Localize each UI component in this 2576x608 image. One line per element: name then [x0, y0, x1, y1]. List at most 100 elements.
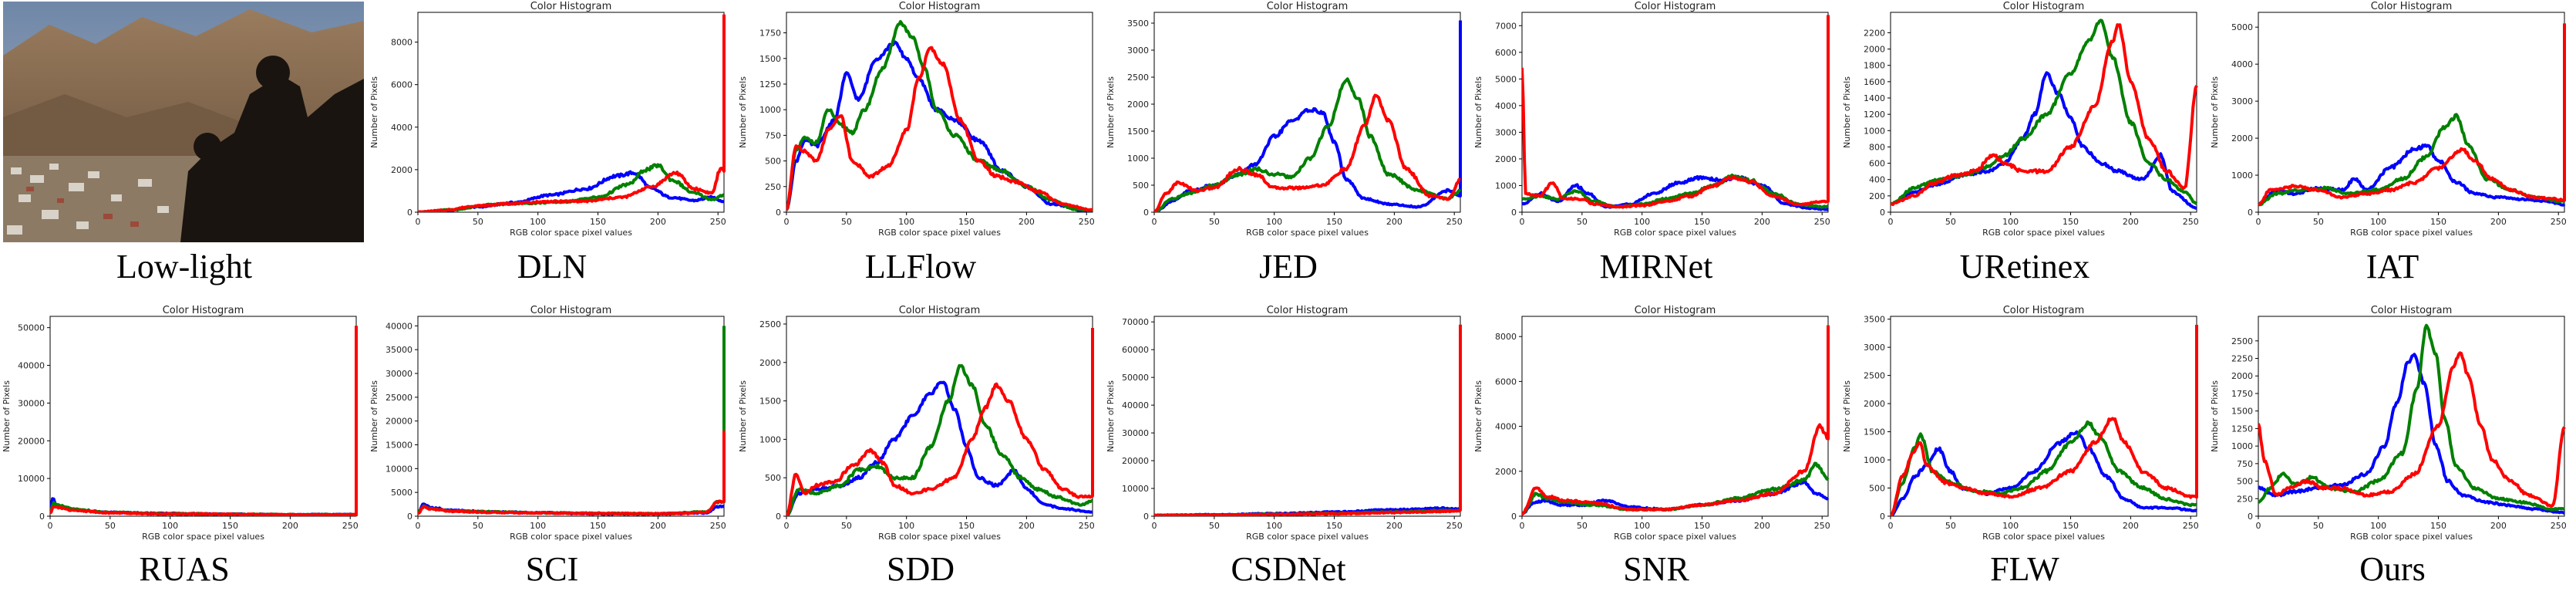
y-axis-label: Number of Pixels [369, 380, 379, 452]
y-tick-label: 500 [765, 157, 781, 167]
x-axis-label: RGB color space pixel values [1614, 532, 1736, 542]
y-tick-label: 400 [1869, 175, 1885, 185]
y-tick-label: 750 [765, 130, 781, 140]
method-label: MIRNet [1599, 248, 1713, 285]
y-axis-label: Number of Pixels [738, 380, 748, 452]
plot-area [786, 316, 1093, 517]
y-tick-label: 7000 [1495, 21, 1517, 31]
series-line-g [2258, 323, 2565, 512]
x-axis-label: RGB color space pixel values [510, 532, 632, 542]
method-label: CSDNet [1231, 550, 1346, 588]
y-tick-label: 10000 [18, 474, 45, 484]
y-tick-label: 0 [407, 208, 412, 218]
histogram-chart: Color Histogram 0 50 100 150 200 250 0 200 400 600… [1842, 1, 2199, 238]
y-tick-label: 500 [1133, 181, 1149, 191]
y-tick-label: 500 [2237, 477, 2253, 487]
y-tick-label: 2250 [2231, 354, 2253, 364]
y-tick-label: 1750 [2231, 389, 2253, 399]
y-tick-label: 4000 [2231, 59, 2253, 69]
x-axis-label: RGB color space pixel values [878, 228, 1001, 238]
y-tick-label: 25000 [386, 393, 412, 403]
y-axis-label: Number of Pixels [2210, 380, 2220, 452]
method-label: SDD [886, 550, 955, 588]
plot-area [417, 316, 725, 517]
y-tick-label: 1600 [1864, 77, 1885, 87]
y-tick-label: 0 [39, 512, 45, 522]
y-tick-label: 2000 [1864, 45, 1885, 55]
chart-cell-sci: Color Histogram 0 50 100 150 200 250 0 5000 10000… [368, 304, 736, 608]
x-axis-label: RGB color space pixel values [2350, 532, 2473, 542]
y-tick-label: 20000 [18, 436, 45, 446]
y-tick-label: 0 [407, 512, 412, 522]
x-tick-label: 200 [1754, 521, 1770, 531]
chart-title: Color Histogram [2371, 305, 2453, 316]
x-tick-label: 0 [1520, 521, 1525, 531]
x-tick-label: 50 [105, 521, 116, 531]
x-tick-label: 50 [841, 521, 852, 531]
chart-title: Color Histogram [530, 305, 612, 316]
y-tick-label: 35000 [386, 345, 412, 355]
y-tick-label: 2000 [391, 165, 412, 175]
x-tick-label: 250 [1446, 521, 1463, 531]
plot-area [1521, 316, 1829, 517]
chart-title: Color Histogram [1267, 1, 1349, 12]
chart-title: Color Histogram [163, 305, 244, 316]
x-tick-label: 0 [1152, 521, 1157, 531]
x-tick-label: 0 [1520, 217, 1525, 227]
x-tick-label: 200 [1386, 217, 1402, 227]
y-tick-label: 3500 [1864, 315, 1885, 325]
x-tick-label: 0 [784, 217, 790, 227]
y-tick-label: 8000 [1495, 332, 1517, 342]
x-tick-label: 250 [1814, 521, 1830, 531]
chart-title: Color Histogram [530, 1, 612, 12]
x-axis-label: RGB color space pixel values [878, 532, 1001, 542]
y-tick-label: 0 [776, 512, 781, 522]
y-tick-label: 6000 [1495, 377, 1517, 387]
plot-area [2258, 12, 2565, 213]
x-axis-label: RGB color space pixel values [1246, 532, 1369, 542]
y-axis-label: Number of Pixels [738, 76, 748, 148]
y-tick-label: 40000 [386, 321, 412, 331]
method-label: Low-light [116, 248, 252, 285]
x-tick-label: 250 [1079, 217, 1095, 227]
y-tick-label: 50000 [1122, 373, 1149, 383]
method-label: URetinex [1959, 248, 2090, 285]
series-line-r [1522, 325, 1830, 516]
y-tick-label: 0 [1143, 512, 1149, 522]
chart-title: Color Histogram [899, 1, 981, 12]
y-axis-label: Number of Pixels [1842, 380, 1852, 452]
y-tick-label: 800 [1869, 142, 1885, 152]
x-tick-label: 200 [650, 521, 666, 531]
x-tick-label: 200 [1386, 521, 1402, 531]
series-line-r [2258, 23, 2566, 207]
x-tick-label: 150 [590, 217, 606, 227]
y-tick-label: 2000 [2231, 133, 2253, 144]
plot-area [1890, 316, 2197, 517]
series-line-b [1522, 174, 1829, 211]
y-tick-label: 1500 [759, 54, 781, 64]
series-line-r [2258, 351, 2566, 508]
histogram-chart: Color Histogram 0 50 100 150 200 250 0 10000 2000… [1106, 305, 1463, 542]
x-axis-label: RGB color space pixel values [1982, 228, 2105, 238]
x-tick-label: 0 [1152, 217, 1157, 227]
x-tick-label: 250 [1446, 217, 1463, 227]
x-tick-label: 200 [2490, 521, 2507, 531]
y-tick-label: 1000 [2231, 171, 2253, 181]
y-tick-label: 2000 [1864, 399, 1885, 409]
y-tick-label: 200 [1869, 191, 1885, 201]
x-tick-label: 250 [710, 521, 726, 531]
y-tick-label: 15000 [386, 441, 412, 451]
y-axis-label: Number of Pixels [2, 380, 12, 452]
input-cell: Low-light [0, 0, 369, 304]
series-line-b [1891, 430, 2197, 516]
x-tick-label: 0 [2256, 217, 2261, 227]
x-tick-label: 150 [2430, 521, 2446, 531]
y-axis-label: Number of Pixels [1106, 76, 1116, 148]
y-tick-label: 1750 [759, 29, 781, 39]
method-label: FLW [1990, 550, 2059, 588]
histogram-chart: Color Histogram 0 50 100 150 200 250 0 10000 2000… [2, 305, 359, 542]
series-line-r [418, 431, 726, 516]
y-tick-label: 2000 [759, 358, 781, 368]
y-tick-label: 4000 [391, 123, 412, 133]
